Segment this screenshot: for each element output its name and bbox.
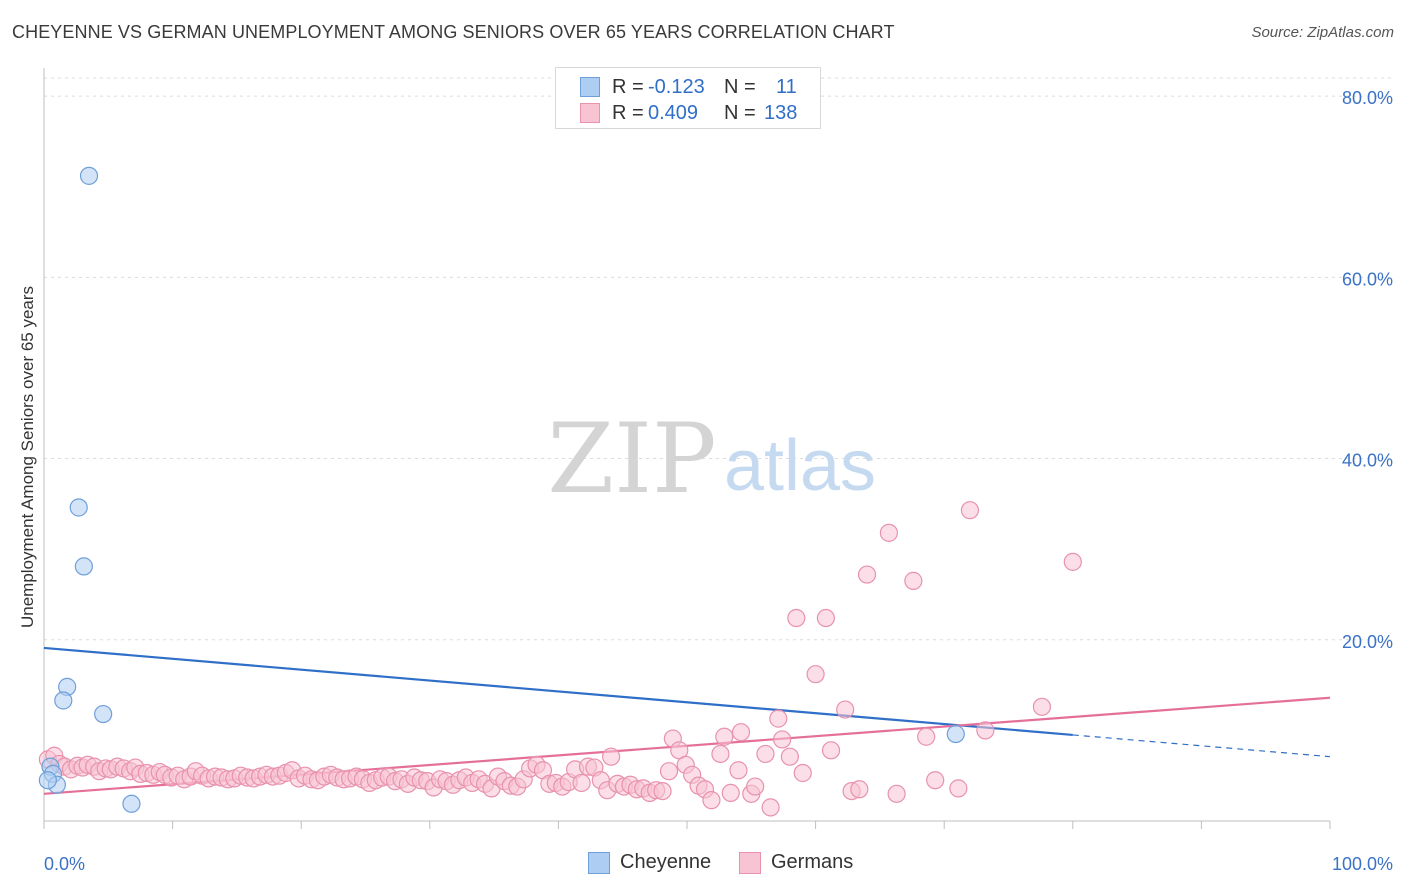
germans-point xyxy=(1063,552,1082,571)
germans-point xyxy=(887,784,906,803)
germans-point xyxy=(879,523,899,542)
legend-swatch-cheyenne xyxy=(580,77,600,97)
germans-point xyxy=(572,773,591,793)
germans-point xyxy=(976,721,995,740)
germans-point xyxy=(816,608,835,628)
grid-layer xyxy=(44,77,1392,641)
germans-point xyxy=(773,730,792,749)
bottom-legend-germans: Germans xyxy=(739,851,853,874)
y-tick-label: 20.0% xyxy=(1342,632,1393,652)
germans-point xyxy=(729,761,748,780)
watermark-zip: ZIP xyxy=(547,403,716,515)
germans-point xyxy=(850,780,869,799)
x-tick-label: 0.0% xyxy=(44,854,85,874)
germans-point xyxy=(602,747,621,766)
legend-row-germans: R = 0.409 N = 138 xyxy=(580,101,797,125)
germans-point xyxy=(761,798,780,817)
cheyenne-point xyxy=(94,704,113,724)
y-tick-label: 60.0% xyxy=(1342,269,1393,289)
source-label: Source: ZipAtlas.com xyxy=(1251,24,1394,41)
bottom-legend-label-germans: Germans xyxy=(771,851,854,873)
germans-point xyxy=(917,727,936,746)
legend-n-value: 11 xyxy=(776,75,797,98)
axis-layer xyxy=(43,68,1331,829)
bottom-legend-cheyenne: Cheyenne xyxy=(588,851,711,874)
cheyenne-point xyxy=(54,691,73,710)
cheyenne-point xyxy=(79,166,99,185)
germans-point xyxy=(659,762,679,781)
legend-r-label: R = xyxy=(612,75,644,98)
legend-r-value: 0.409 xyxy=(648,101,699,124)
bottom-legend-label-cheyenne: Cheyenne xyxy=(620,851,712,873)
germans-point xyxy=(756,744,775,764)
legend-n-label: N = xyxy=(724,75,756,98)
cheyenne-point xyxy=(946,724,965,744)
legend-swatch-germans xyxy=(580,103,600,123)
legend-n-label: N = xyxy=(724,101,756,124)
germans-point xyxy=(836,700,855,719)
tick-labels: 20.0% 40.0% 60.0% 80.0% 0.0% 100.0% xyxy=(44,88,1393,874)
bottom-legend: Cheyenne Germans xyxy=(0,851,1406,877)
points-layer xyxy=(38,166,1082,817)
watermark-atlas: atlas xyxy=(724,426,876,506)
germans-point xyxy=(780,747,799,766)
germans-point xyxy=(653,781,672,801)
chart-title: CHEYENNE VS GERMAN UNEMPLOYMENT AMONG SE… xyxy=(12,22,895,42)
germans-point xyxy=(711,744,730,764)
cheyenne-trend-line xyxy=(43,646,1073,737)
cheyenne-point xyxy=(74,557,93,576)
cheyenne-point xyxy=(69,498,88,517)
watermark: ZIP atlas xyxy=(547,403,876,515)
cheyenne-trend-extension xyxy=(1072,734,1331,758)
germans-point xyxy=(1032,697,1052,716)
germans-point xyxy=(806,665,825,684)
germans-point xyxy=(721,783,740,803)
legend: R = -0.123 N = 11 R = 0.409 N = 138 xyxy=(555,67,821,129)
y-tick-label: 40.0% xyxy=(1342,451,1393,471)
germans-point xyxy=(857,565,877,584)
legend-n-value: 138 xyxy=(764,101,798,124)
germans-point xyxy=(702,791,721,810)
germans-point xyxy=(746,777,765,796)
legend-row-cheyenne: R = -0.123 N = 11 xyxy=(580,75,797,99)
germans-point xyxy=(731,723,751,742)
cheyenne-point xyxy=(122,794,141,813)
germans-point xyxy=(926,771,945,790)
x-tick-label: 100.0% xyxy=(1332,854,1393,874)
germans-point xyxy=(904,571,923,590)
germans-point xyxy=(821,741,841,760)
germans-point xyxy=(769,709,788,728)
legend-r-value: -0.123 xyxy=(648,75,705,98)
cheyenne-point xyxy=(38,771,57,790)
y-tick-label: 80.0% xyxy=(1342,88,1393,108)
germans-point xyxy=(960,501,980,520)
germans-point xyxy=(715,727,734,746)
germans-point xyxy=(949,779,968,798)
germans-point xyxy=(787,608,806,628)
bottom-legend-swatch-germans xyxy=(739,851,761,874)
bottom-legend-swatch-cheyenne xyxy=(588,851,610,874)
germans-point xyxy=(793,763,812,783)
legend-r-label: R = xyxy=(612,101,644,124)
